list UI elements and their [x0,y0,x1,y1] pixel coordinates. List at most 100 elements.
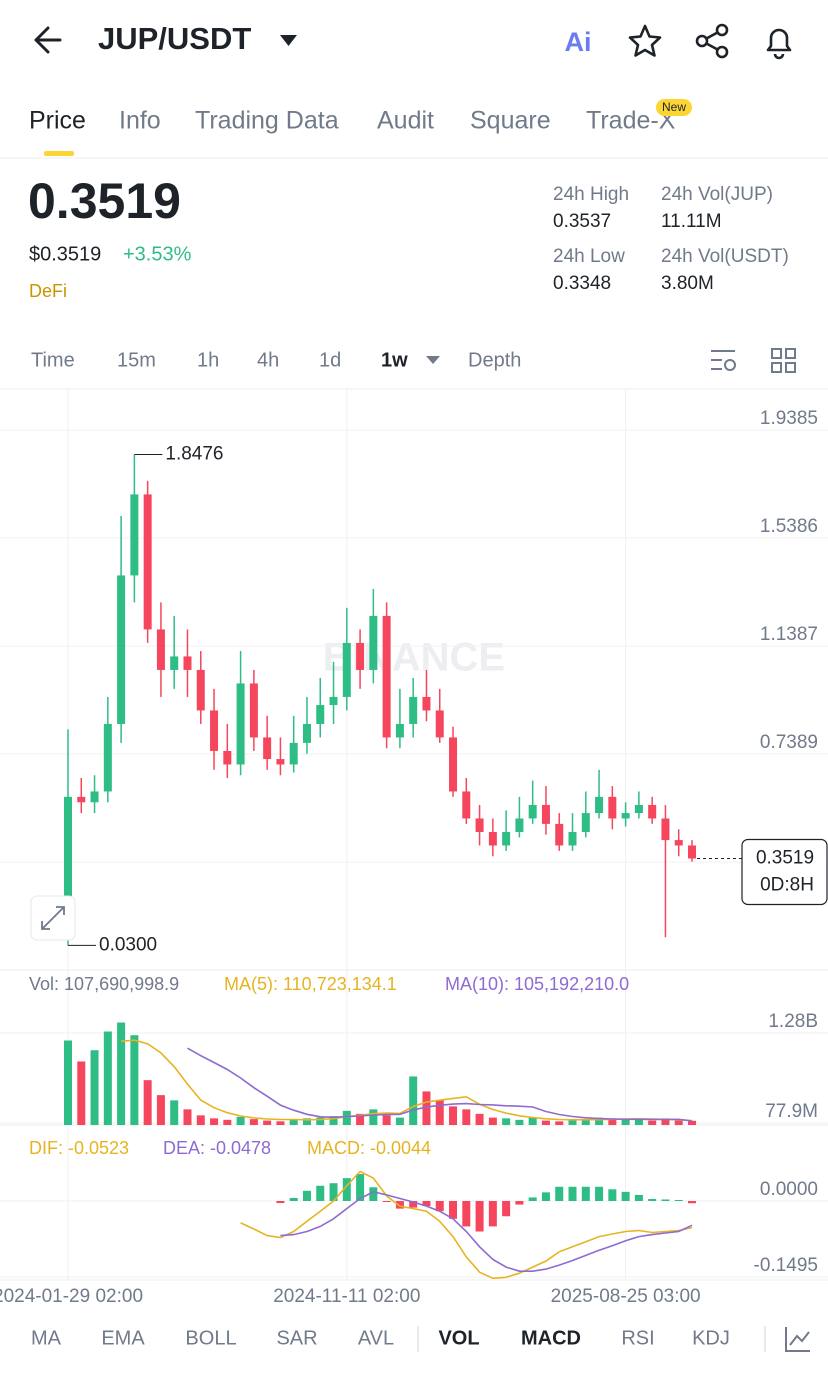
last-price: 0.3519 [28,173,181,229]
macd-bar [395,1201,404,1209]
expand-icon [41,906,65,930]
legend-name: MA(10): [445,974,509,994]
stats: 24h High 0.3537 24h Vol(JUP) 11.11M 24h … [553,184,789,294]
candle-body [223,750,232,765]
share-icon[interactable] [695,23,729,59]
candle-body [289,742,298,765]
legend-name: DEA: [163,1138,205,1158]
candle-body [608,796,617,819]
legend-entry: Vol: 107,690,998.9 [29,974,179,994]
favorite-icon[interactable] [628,24,662,57]
indicator[interactable]: SAR [276,1327,317,1349]
volume-bar [316,1117,325,1125]
legend-entry: DEA: -0.0478 [163,1138,271,1158]
indicator[interactable]: MACD [521,1327,581,1349]
volume-bar [289,1119,298,1125]
layout-icon[interactable] [771,348,796,373]
interval-dropdown[interactable] [426,356,440,364]
max-label: 1.8476 [165,444,223,465]
candle-body [369,615,378,670]
indicator[interactable]: MA [31,1327,62,1349]
volume-bar [302,1118,311,1125]
volume-bar [581,1119,590,1125]
stat-label: 24h Vol(USDT) [661,246,789,267]
legend-name: MACD: [307,1138,365,1158]
x-tick-label: 2024-11-11 02:00 [273,1286,420,1307]
indicator[interactable]: AVL [358,1327,394,1349]
interval[interactable]: 1w [381,349,408,371]
back-button[interactable] [34,26,62,54]
volume-bar [528,1117,537,1125]
candle-body [143,494,152,630]
volume-bar [156,1095,165,1125]
chart-settings-icon[interactable] [711,350,736,371]
volume-bar [568,1119,577,1125]
tab[interactable]: Audit [377,107,434,135]
legend-value: 105,192,210.0 [514,974,629,994]
indicator-settings-icon[interactable] [785,1327,810,1352]
candle-body [329,696,338,706]
candle-body [634,804,643,814]
macd-bar [475,1201,484,1232]
stat-label: 24h Low [553,246,625,267]
tab[interactable]: Price [29,107,86,135]
y-tick-label: 0.0000 [760,1179,818,1200]
tab[interactable]: Trading Data [195,107,339,135]
ai-icon[interactable]: Ai [565,27,592,57]
min-label: 0.0300 [99,934,157,955]
tab[interactable]: Info [119,107,161,135]
legend-name: MA(5): [224,974,278,994]
legend-entry: MA(5): 110,723,134.1 [224,974,397,994]
tab[interactable]: Square [470,107,551,135]
candle-body [395,723,404,738]
category-tag[interactable]: DeFi [29,281,67,301]
indicator[interactable]: KDJ [692,1327,730,1349]
interval[interactable]: Time [31,349,75,371]
candle-body [475,818,484,832]
macd-bar [674,1199,683,1202]
stat-label: 24h High [553,184,629,205]
interval[interactable]: 1h [197,349,219,371]
interval[interactable]: 15m [117,349,156,371]
legend-entry: MACD: -0.0044 [307,1138,431,1158]
indicator[interactable]: RSI [621,1327,654,1349]
last-price-box [741,838,828,906]
volume-bar [502,1118,511,1125]
macd-bar [462,1201,471,1227]
interval[interactable]: Depth [468,349,521,371]
candle-body [156,629,165,670]
legend-value: -0.0478 [210,1138,271,1158]
indicator[interactable]: BOLL [185,1327,236,1349]
candle-body [435,710,444,738]
candle-body [117,575,126,724]
pair-title[interactable]: JUP/USDT [98,21,251,56]
volume-bar [143,1080,152,1125]
y-tick-label: 1.1387 [760,624,818,645]
interval[interactable]: 4h [257,349,279,371]
stat-value: 0.3537 [553,211,611,232]
alert-icon[interactable] [766,28,792,60]
indicator[interactable]: EMA [101,1327,145,1349]
last-price-label: 0.3519 [756,847,814,868]
macd-bar [634,1194,643,1202]
legend-value: -0.0523 [68,1138,129,1158]
volume-bar [223,1119,232,1125]
pair-dropdown[interactable] [280,35,297,46]
stat-value: 0.3348 [553,273,611,294]
volume-bar [435,1100,444,1125]
macd-bar [329,1183,338,1202]
stat-value: 11.11M [661,211,722,232]
new-badge [656,99,692,116]
candle-body [688,845,696,859]
interval[interactable]: 1d [319,349,341,371]
legend-name: DIF: [29,1138,63,1158]
indicator[interactable]: VOL [438,1327,479,1349]
macd-bar [342,1178,351,1202]
volume-bar [409,1076,418,1125]
volume-bar [196,1115,205,1125]
legend-value: 110,723,134.1 [283,974,397,994]
macd-bar [316,1185,325,1202]
volume-bar [634,1119,643,1125]
macd-bar [555,1186,564,1202]
candle-body [263,737,272,760]
